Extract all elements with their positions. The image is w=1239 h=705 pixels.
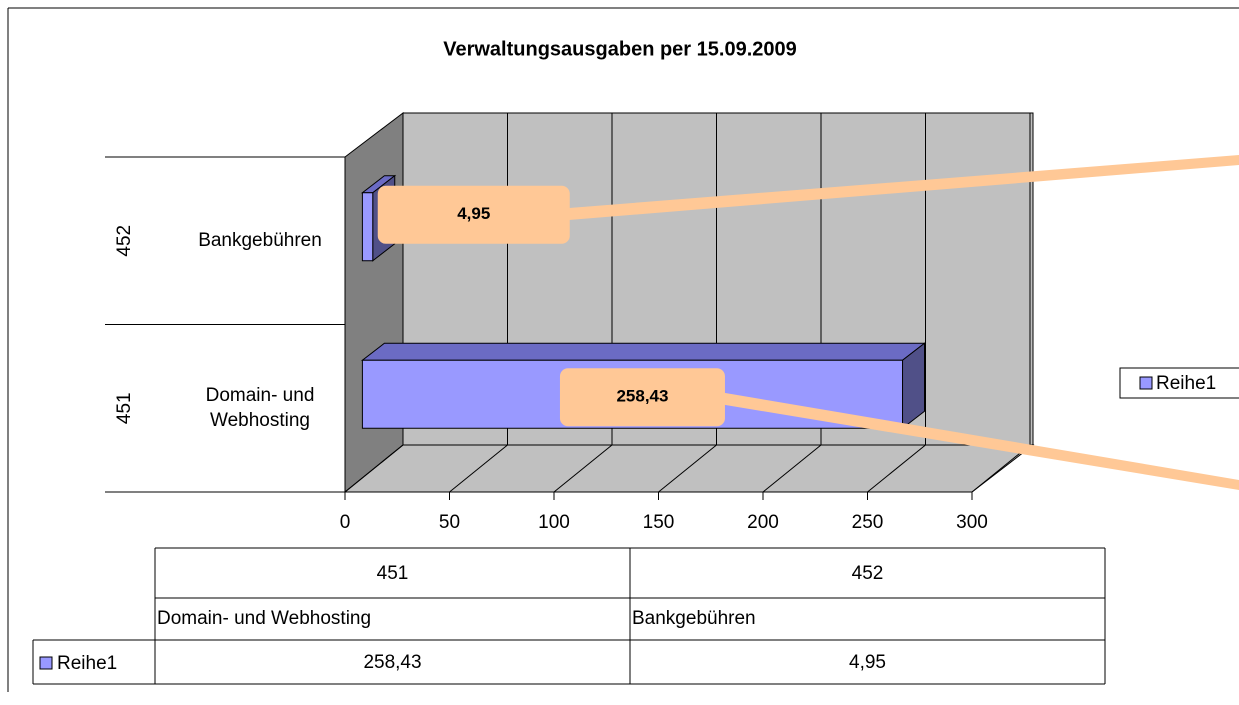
- grid-line: [344, 444, 404, 493]
- grid-line: [449, 444, 508, 493]
- table-code: 451: [377, 563, 409, 584]
- x-tick-label: 150: [643, 512, 675, 533]
- x-tick-label: 50: [439, 512, 460, 533]
- table-value: 258,43: [363, 652, 421, 673]
- callout-leader: [559, 155, 1239, 221]
- bar-top: [360, 342, 926, 361]
- x-tick-label: 0: [340, 512, 351, 533]
- x-tick-label: 100: [538, 512, 570, 533]
- grid-line: [658, 444, 717, 493]
- table-value: 4,95: [849, 652, 886, 673]
- grid-line: [867, 444, 926, 493]
- table-legend-swatch: [39, 656, 53, 670]
- chart-title: Verwaltungsausgaben per 15.09.2009: [443, 38, 797, 60]
- data-label: 4,95: [457, 204, 490, 223]
- legend-label: Reihe1: [1156, 373, 1216, 394]
- grid-line: [553, 444, 613, 493]
- floor: [343, 444, 1035, 493]
- x-tick-label: 300: [956, 512, 988, 533]
- legend-swatch: [1139, 376, 1153, 390]
- category-label: Bankgebühren: [198, 230, 322, 252]
- table-category: Bankgebühren: [632, 608, 756, 629]
- category-code: 452: [114, 225, 135, 257]
- category-code: 451: [114, 392, 135, 424]
- bar: [361, 192, 374, 262]
- category-label: Domain- und Webhosting: [205, 385, 315, 432]
- callout-box: [377, 185, 570, 244]
- x-tick-label: 250: [852, 512, 884, 533]
- grid-line: [762, 444, 822, 493]
- table-category: Domain- und Webhosting: [157, 608, 371, 629]
- x-tick-label: 200: [747, 512, 779, 533]
- data-label: 258,43: [616, 387, 668, 406]
- callout-box: [559, 368, 725, 427]
- side-wall: [344, 111, 404, 494]
- table-series-name: Reihe1: [57, 653, 117, 674]
- callout-leader: [714, 391, 1239, 490]
- table-code: 452: [852, 563, 884, 584]
